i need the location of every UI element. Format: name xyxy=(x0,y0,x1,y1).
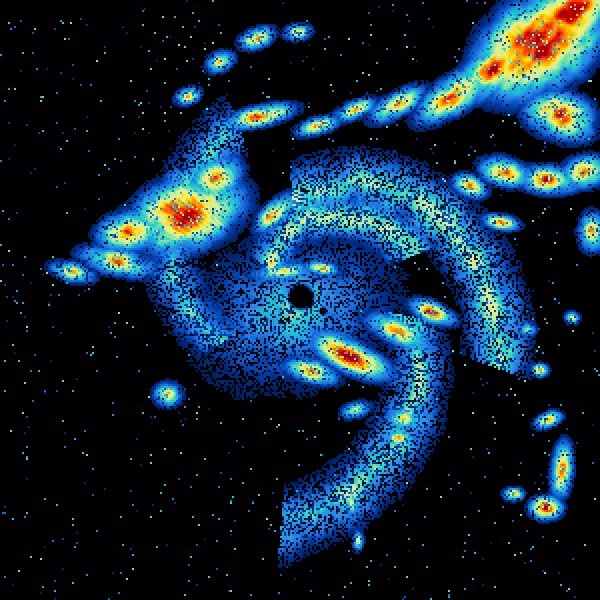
radar-reflectivity-canvas xyxy=(0,0,600,600)
radar-image-viewport: Weather Radar Base Reflectivity radar-si… xyxy=(0,0,600,600)
